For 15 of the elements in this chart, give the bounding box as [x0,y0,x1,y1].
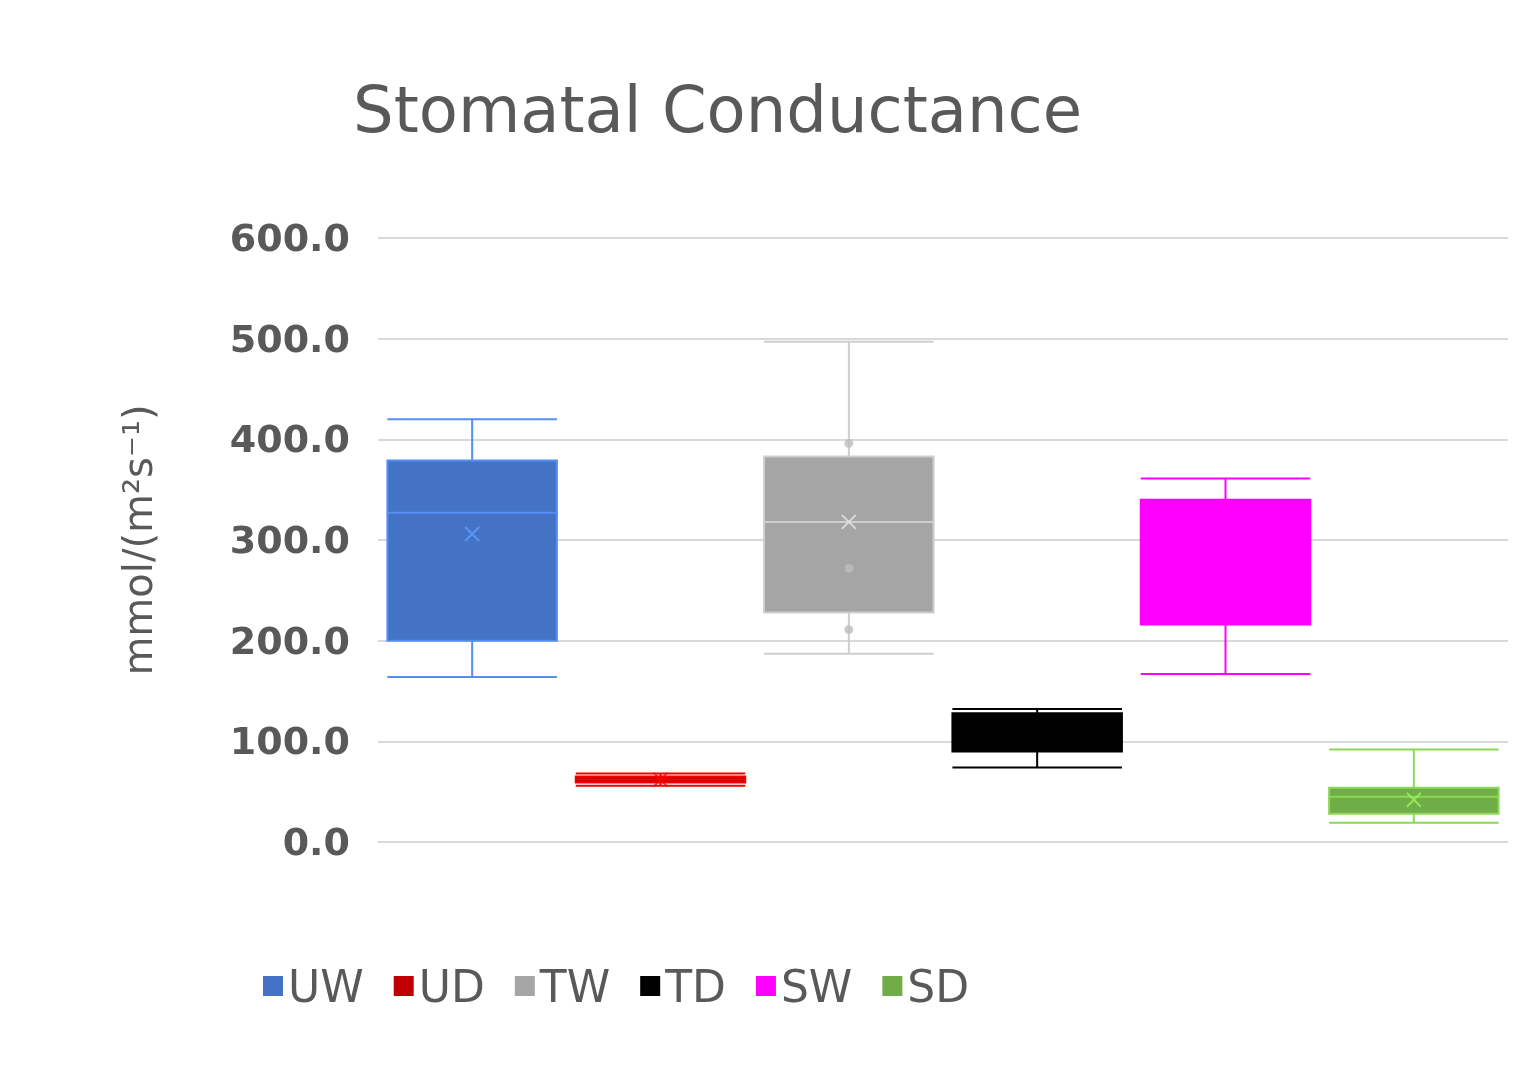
legend-label: SW [780,960,853,1012]
chart-title: Stomatal Conductance [353,73,1083,147]
legend-label: UD [418,960,485,1012]
y-tick-label: 0.0 [282,820,350,864]
legend-label: UW [288,960,364,1012]
y-axis-title: mmol/(m²s⁻¹) [115,404,161,676]
y-tick-label: 500.0 [229,316,350,361]
y-tick-label: 300.0 [229,518,350,562]
y-tick-label: 400.0 [229,417,350,462]
legend-label: SD [907,960,970,1012]
y-tick-label: 600.0 [229,216,350,260]
y-tick-label: 100.0 [229,719,350,764]
y-tick-label: 200.0 [229,618,350,663]
legend-label: TW [538,960,611,1012]
legend-label: TD [664,960,726,1012]
